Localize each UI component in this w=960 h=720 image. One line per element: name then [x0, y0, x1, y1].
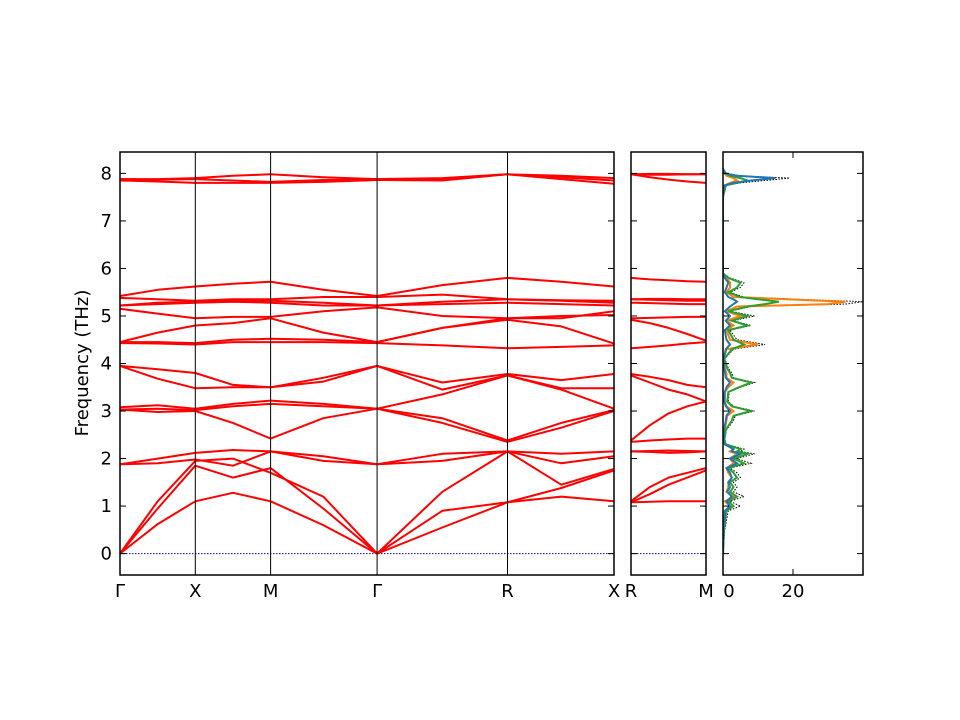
x-tick-label: 20 — [782, 581, 805, 602]
dos-ticks — [722, 152, 863, 575]
band-line-2 — [120, 464, 614, 555]
dos-frame — [722, 151, 864, 576]
band-structure-panel: 0 1 2 3 4 5 6 7 8 Γ X M Γ R X Frequency (THz) — [72, 151, 620, 602]
x-tick-label: Γ — [372, 581, 382, 602]
rm-band-line-2 — [631, 469, 706, 504]
dos-lines — [723, 168, 863, 554]
x-tick-label: X — [608, 581, 620, 602]
band-line-1 — [120, 491, 614, 555]
y-tick-label: 0 — [101, 544, 112, 565]
band-y-tick-labels: 0 1 2 3 4 5 6 7 8 — [101, 163, 112, 564]
band-line-10 — [120, 364, 614, 389]
rm-band-line-8 — [631, 374, 706, 403]
dos-line-4 — [723, 168, 776, 554]
rm-band-line-9 — [631, 373, 706, 389]
rm-band-line-11 — [631, 318, 706, 342]
band-line-21 — [120, 173, 614, 181]
rm-band-line-7 — [631, 400, 706, 442]
rm-lines — [631, 172, 706, 504]
rm-band-line-17 — [631, 173, 706, 184]
dos-line-3 — [723, 168, 780, 554]
y-tick-label: 5 — [101, 306, 112, 327]
band-line-3 — [120, 450, 614, 555]
x-tick-label: M — [263, 581, 279, 602]
x-tick-label: Γ — [115, 581, 125, 602]
y-tick-label: 4 — [101, 354, 112, 375]
y-tick-label: 2 — [101, 449, 112, 470]
band-line-15 — [120, 300, 614, 307]
band-line-8 — [120, 374, 614, 410]
x-tick-label: X — [189, 581, 201, 602]
y-tick-label: 6 — [101, 258, 112, 279]
band-line-14 — [120, 306, 614, 320]
y-tick-label: 3 — [101, 401, 112, 422]
band-line-4 — [120, 450, 614, 467]
rm-band-line-10 — [631, 341, 706, 350]
y-tick-label: 8 — [101, 163, 112, 184]
dos-x-tick-labels: 0 20 — [723, 581, 804, 602]
dos-panel: 0 20 — [722, 151, 864, 602]
band-line-12 — [120, 318, 614, 345]
band-frame — [119, 151, 615, 576]
rm-band-line-16 — [631, 276, 706, 283]
band-line-18 — [120, 276, 614, 297]
rm-band-line-3 — [631, 467, 706, 503]
band-ticks — [119, 152, 615, 575]
y-tick-label: 7 — [101, 211, 112, 232]
y-axis-label: Frequency (THz) — [72, 290, 93, 437]
band-line-11 — [120, 341, 614, 350]
band-line-17 — [120, 293, 614, 302]
dos-line-1 — [723, 168, 863, 554]
rm-band-line-13 — [631, 301, 706, 306]
rm-frame — [630, 151, 707, 576]
rm-ticks — [631, 172, 706, 555]
band-line-9 — [120, 364, 614, 391]
x-tick-label: M — [698, 581, 714, 602]
band-line-6 — [120, 407, 614, 443]
x-tick-label: R — [625, 581, 638, 602]
rm-band-line-19 — [631, 173, 706, 176]
band-line-13 — [120, 310, 614, 344]
x-tick-label: R — [501, 581, 514, 602]
band-lines — [120, 173, 614, 555]
rm-band-line-1 — [631, 500, 706, 504]
x-tick-label: 0 — [723, 581, 734, 602]
band-line-7 — [120, 402, 614, 442]
rm-band-line-5 — [631, 449, 706, 453]
band-line-5 — [120, 449, 614, 466]
y-tick-label: 1 — [101, 496, 112, 517]
rm-band-line-6 — [631, 437, 706, 443]
rm-band-line-12 — [631, 315, 706, 320]
